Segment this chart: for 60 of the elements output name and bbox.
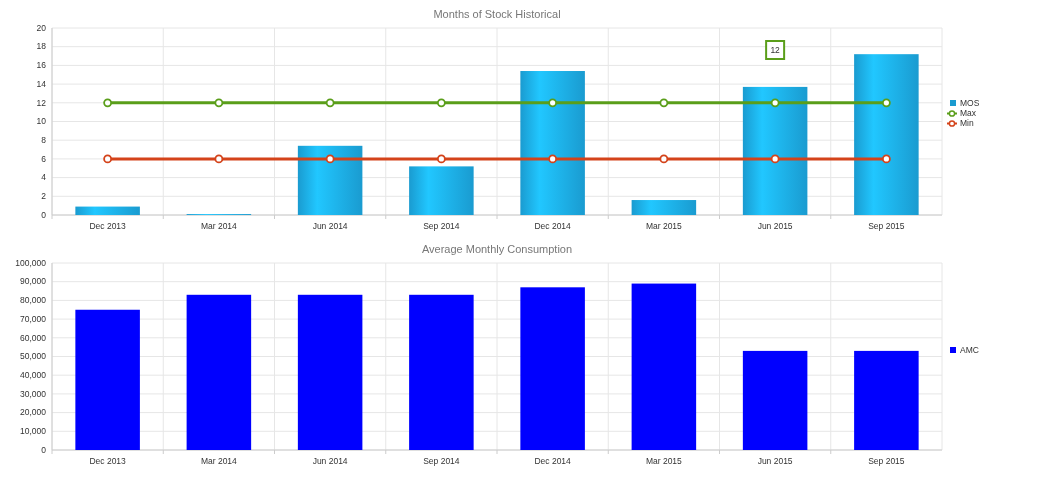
y-tick-label: 16 (36, 60, 47, 71)
y-tick-label: 60,000 (20, 332, 47, 343)
y-tick-label: 14 (36, 78, 47, 89)
y-tick-label: 6 (41, 153, 47, 164)
legend-label: Max (960, 108, 977, 119)
bar (75, 309, 140, 450)
y-tick-label: 30,000 (20, 388, 47, 399)
bar (186, 294, 252, 450)
y-tick-label: 0 (41, 209, 47, 220)
bar (409, 166, 474, 215)
y-tick-label: 80,000 (20, 295, 47, 306)
x-tick-label: Jun 2015 (757, 456, 793, 466)
bar (854, 54, 919, 215)
y-tick-label: 100,000 (15, 257, 47, 268)
bar (742, 86, 808, 215)
bar (854, 350, 919, 450)
x-tick-label: Jun 2014 (312, 456, 348, 466)
y-tick-label: 20 (36, 22, 47, 33)
bar (75, 206, 140, 215)
x-tick-label: Dec 2013 (89, 221, 127, 231)
x-tick-label: Sep 2014 (423, 456, 460, 466)
y-tick-label: 20,000 (20, 407, 47, 418)
x-tick-label: Mar 2014 (200, 221, 238, 231)
x-tick-label: Mar 2015 (645, 221, 683, 231)
bar (742, 350, 808, 450)
x-tick-label: Dec 2014 (534, 221, 572, 231)
x-tick-label: Jun 2014 (312, 221, 348, 231)
bar (631, 200, 697, 215)
bar (631, 283, 697, 450)
y-tick-label: 10,000 (20, 426, 47, 437)
annotation: 12 (770, 44, 781, 55)
bar (520, 287, 585, 450)
y-tick-label: 18 (36, 41, 47, 52)
chart-title: Average Monthly Consumption (421, 243, 573, 255)
y-tick-label: 40,000 (20, 369, 47, 380)
bar (409, 294, 474, 450)
x-tick-label: Jun 2015 (757, 221, 793, 231)
x-tick-label: Dec 2014 (534, 456, 572, 466)
y-tick-label: 12 (36, 97, 47, 108)
y-tick-label: 8 (41, 134, 47, 145)
y-tick-label: 10 (36, 116, 47, 127)
x-tick-label: Dec 2013 (89, 456, 127, 466)
y-tick-label: 2 (41, 191, 47, 202)
x-tick-label: Sep 2014 (423, 221, 460, 231)
legend-label: AMC (960, 345, 979, 356)
y-tick-label: 4 (41, 172, 47, 183)
bar (297, 294, 363, 450)
chart-title: Months of Stock Historical (433, 8, 561, 20)
legend-label: Min (960, 118, 974, 129)
y-tick-label: 90,000 (20, 276, 47, 287)
x-tick-label: Sep 2015 (868, 221, 905, 231)
x-tick-label: Sep 2015 (868, 456, 905, 466)
x-tick-label: Mar 2015 (645, 456, 683, 466)
y-tick-label: 70,000 (20, 313, 47, 324)
x-tick-label: Mar 2014 (200, 456, 238, 466)
y-tick-label: 0 (41, 444, 47, 455)
bar (297, 145, 363, 215)
y-tick-label: 50,000 (20, 351, 47, 362)
bar (520, 71, 585, 215)
legend-label: MOS (960, 98, 980, 109)
